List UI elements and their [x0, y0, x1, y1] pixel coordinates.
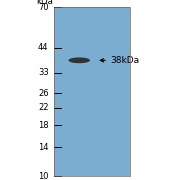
FancyBboxPatch shape: [54, 7, 130, 176]
Text: 44: 44: [38, 43, 49, 52]
Ellipse shape: [68, 57, 90, 63]
Text: 33: 33: [38, 68, 49, 77]
Text: 38kDa: 38kDa: [111, 56, 140, 65]
Text: 18: 18: [38, 121, 49, 130]
Text: kDa: kDa: [36, 0, 53, 6]
Text: 22: 22: [38, 103, 49, 112]
Text: 70: 70: [38, 3, 49, 12]
Text: 26: 26: [38, 89, 49, 98]
Text: 10: 10: [38, 172, 49, 180]
Ellipse shape: [72, 59, 84, 62]
Text: 14: 14: [38, 143, 49, 152]
